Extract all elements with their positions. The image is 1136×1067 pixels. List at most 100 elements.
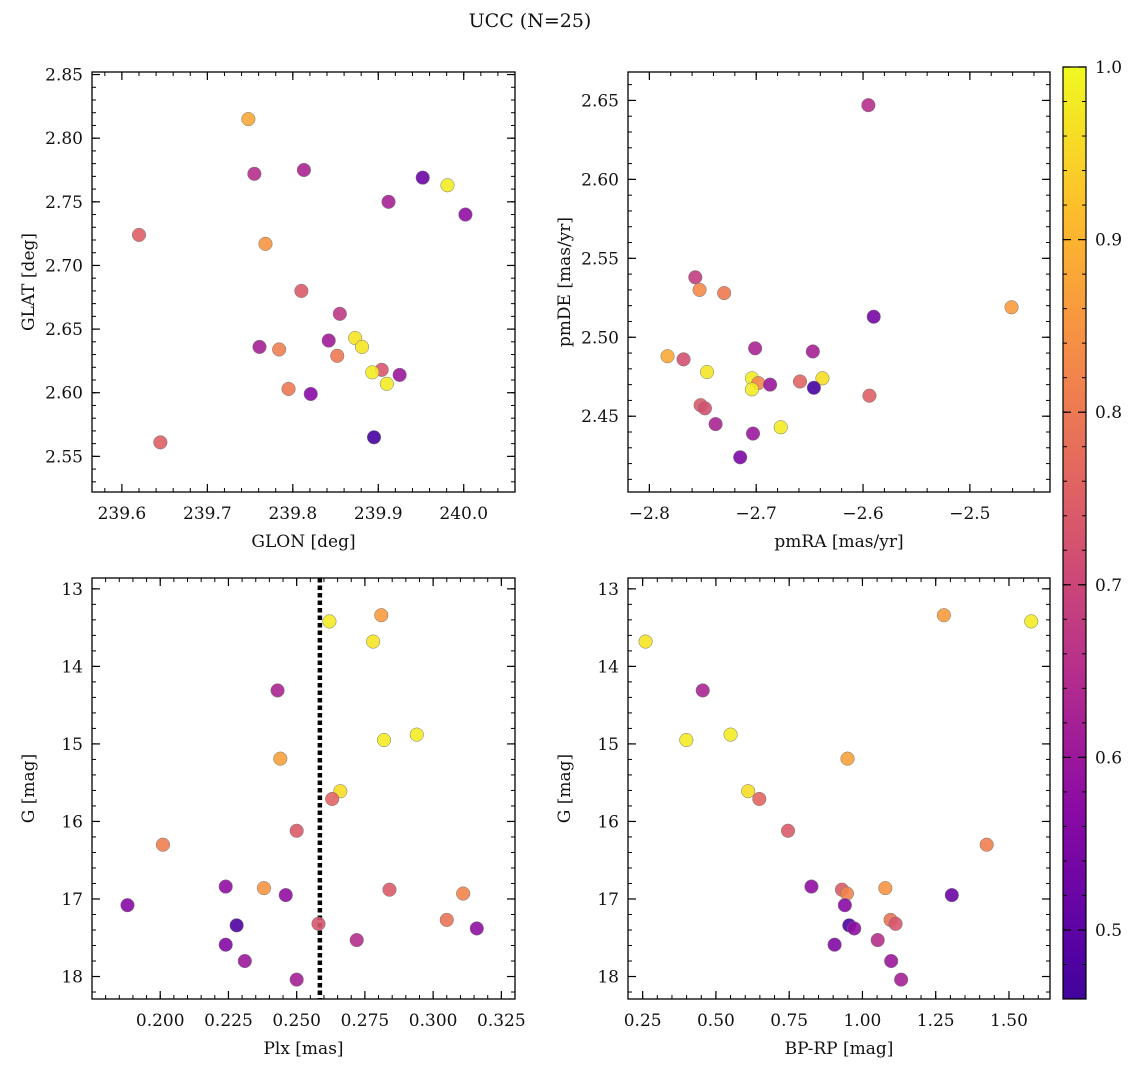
y-tick-label: 17: [597, 890, 619, 910]
axes-frame: [91, 71, 516, 493]
data-point: [744, 382, 759, 397]
x-tick-label: −2.5: [949, 504, 990, 524]
panels: 239.6 239.7 239.8 239.9 240.0 2.55 2.60 2.65 2.7…: [19, 66, 1051, 1059]
data-point: [1024, 614, 1039, 629]
data-point: [321, 333, 336, 348]
panel-bprp-g: 0.25 0.50 0.75 1.00 1.25 1.50 13 14 15 16 17 18 BP-R…: [555, 577, 1051, 1059]
data-point: [679, 732, 694, 748]
y-tick-label: 2.55: [45, 447, 83, 467]
data-point: [815, 371, 830, 386]
x-tick-label: 0.25: [624, 1011, 662, 1031]
data-point: [839, 886, 854, 901]
y-tick-label: 2.75: [45, 193, 83, 213]
y-tick-label: 14: [597, 657, 619, 677]
data-point: [741, 784, 756, 799]
x-tick-label: 239.8: [268, 504, 317, 524]
axes-frame: [627, 577, 1051, 1000]
x-tick-label: 0.75: [770, 1011, 808, 1031]
x-tick-label: −2.7: [736, 504, 777, 524]
colorbar-tick-label: 0.5: [1095, 921, 1122, 941]
data-point: [878, 881, 893, 896]
data-point: [256, 881, 271, 896]
data-point: [866, 309, 881, 324]
colorbar-tick-label: 0.9: [1095, 231, 1122, 251]
data-point: [155, 837, 171, 852]
x-tick-label: 1.00: [844, 1011, 882, 1031]
data-point: [218, 937, 233, 952]
axes-frame: [91, 577, 516, 1000]
y-tick-label: 17: [61, 890, 83, 910]
data-point: [1004, 300, 1019, 315]
x-tick-label: 0.50: [697, 1011, 735, 1031]
data-point: [272, 342, 287, 357]
data-point: [303, 386, 318, 402]
data-point: [289, 972, 304, 987]
data-point: [660, 349, 675, 364]
data-point: [131, 227, 147, 242]
y-tick-label: 14: [61, 657, 83, 677]
colorbar-tick-label: 1.0: [1095, 58, 1122, 78]
data-point: [763, 377, 778, 392]
y-tick-label: 18: [597, 968, 619, 988]
data-point: [692, 282, 707, 297]
panel-plx-g: 0.200 0.225 0.250 0.275 0.300 0.325 13 14 15 16 17…: [19, 577, 526, 1059]
data-point: [723, 727, 738, 742]
axes-frame: [627, 71, 1051, 493]
data-point: [717, 286, 732, 301]
data-point: [332, 306, 347, 321]
data-point: [827, 937, 842, 952]
data-point: [458, 207, 473, 222]
colorbar-bar: [1062, 66, 1087, 1000]
data-point: [376, 732, 392, 748]
data-point: [153, 435, 168, 450]
data-point: [439, 912, 454, 927]
data-point: [638, 634, 653, 649]
data-point: [237, 953, 252, 969]
data-point: [884, 953, 899, 969]
y-tick-label: 15: [61, 735, 83, 755]
data-point: [862, 388, 877, 403]
data-point: [289, 823, 304, 838]
x-tick-label: 0.200: [136, 1011, 185, 1031]
y-tick-label: 16: [61, 812, 83, 832]
data-point: [847, 921, 862, 936]
data-point: [780, 823, 796, 838]
y-axis-label: G [mag]: [555, 754, 575, 823]
data-point: [247, 166, 262, 181]
data-point: [273, 751, 288, 766]
y-tick-label: 2.50: [581, 328, 619, 348]
x-tick-label: −2.6: [842, 504, 883, 524]
y-tick-label: 2.70: [45, 256, 83, 276]
x-tick-label: 0.325: [477, 1011, 526, 1031]
data-point: [936, 608, 951, 623]
panel-pmra-pmde: −2.8 −2.7 −2.6 −2.5 2.45 2.50 2.55 2.60 2.65 pmRA…: [555, 71, 1051, 552]
data-point: [278, 888, 293, 903]
x-axis-label: BP-RP [mag]: [785, 1039, 894, 1059]
data-point: [366, 634, 381, 649]
y-tick-label: 16: [597, 812, 619, 832]
colorbar-tick-label: 0.6: [1095, 748, 1122, 768]
data-point: [365, 365, 380, 380]
data-point: [733, 450, 748, 465]
y-tick-label: 15: [597, 735, 619, 755]
x-tick-label: 239.9: [354, 504, 403, 524]
data-point: [469, 921, 484, 936]
y-tick-label: 13: [61, 580, 83, 600]
data-point: [773, 420, 788, 435]
x-tick-label: 0.225: [204, 1011, 253, 1031]
data-point: [382, 882, 397, 897]
y-tick-label: 2.55: [581, 249, 619, 269]
data-point: [748, 341, 763, 356]
data-point: [792, 374, 808, 389]
data-point: [252, 339, 267, 354]
x-tick-label: −2.8: [629, 504, 670, 524]
colorbar: 0.5 0.6 0.7 0.8 0.9 1.0: [1062, 58, 1122, 1000]
data-point: [415, 170, 430, 185]
data-point: [392, 367, 407, 382]
x-tick-label: 0.275: [341, 1011, 390, 1031]
data-point: [861, 98, 876, 113]
data-point: [381, 194, 396, 209]
colorbar-tick-label: 0.8: [1095, 403, 1122, 423]
x-tick-label: 1.50: [990, 1011, 1028, 1031]
y-tick-label: 2.80: [45, 129, 83, 149]
